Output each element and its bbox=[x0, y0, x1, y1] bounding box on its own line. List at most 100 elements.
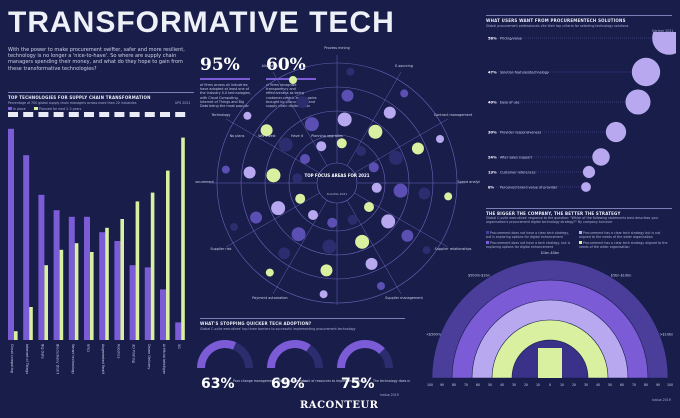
legend-in-place: In place bbox=[8, 107, 26, 111]
focus-areas-radial: Process mining E-sourcing Contract managem… bbox=[195, 46, 480, 305]
barrier-label: Poor change management within the busine… bbox=[233, 379, 307, 383]
legend-label: Planned for next 2-3 years bbox=[39, 107, 82, 111]
bar-rank-box bbox=[144, 112, 155, 117]
focus-bubble bbox=[400, 89, 409, 98]
bar-in-place bbox=[84, 216, 90, 340]
scale-tick: 80 bbox=[452, 383, 456, 387]
top-tech-title: TOP TECHNOLOGIES FOR SUPPLY CHAIN TRANSF… bbox=[8, 95, 151, 100]
radial-spoke bbox=[336, 182, 448, 248]
bar-planned bbox=[135, 201, 140, 340]
focus-bubble bbox=[368, 162, 379, 173]
scale-tick: 0 bbox=[549, 383, 551, 387]
focus-bubble bbox=[320, 264, 333, 277]
scale-tick: 10 bbox=[536, 383, 540, 387]
bigger-source: Ivalua 2019 bbox=[652, 398, 671, 402]
focus-bubble bbox=[365, 257, 378, 270]
bar-rank-box bbox=[175, 112, 186, 117]
radial-spoke bbox=[272, 182, 338, 294]
focus-bubble bbox=[388, 150, 403, 165]
bar-in-place bbox=[129, 265, 136, 340]
criteria-label: Perceived brand value of provider bbox=[500, 186, 558, 190]
scale-tick: 70 bbox=[464, 383, 468, 387]
focus-bubble bbox=[346, 67, 355, 76]
barrier-value: 69% bbox=[271, 376, 305, 392]
scale-tick: 50 bbox=[608, 383, 612, 387]
donut-fill bbox=[337, 340, 385, 369]
bar-planned bbox=[166, 170, 170, 340]
stat-value: 95% bbox=[200, 55, 240, 75]
scale-tick: 90 bbox=[440, 383, 444, 387]
top-tech-chart: Cloud computing Internet of Things Big Dat… bbox=[8, 112, 186, 374]
category-label: Blockchain/ Distributed Ledger bbox=[56, 344, 60, 374]
focus-bubble bbox=[221, 165, 230, 174]
criteria-label: Customer references bbox=[500, 171, 536, 175]
radial-level-label: Will invest bbox=[258, 134, 276, 138]
criteria-label: Pricing/value bbox=[500, 37, 522, 41]
legend-label: In place bbox=[13, 107, 26, 111]
scale-tick: 60 bbox=[476, 383, 480, 387]
focus-bubble bbox=[411, 142, 424, 155]
stopping-source: Ivalua 2019 bbox=[380, 393, 399, 397]
bar-rank-box bbox=[23, 112, 34, 117]
legend-label: Procurement does not have a tech strateg… bbox=[486, 241, 571, 249]
criteria-value: 30% bbox=[488, 131, 497, 135]
legend-label: Procurement has a clear tech strategy al… bbox=[579, 241, 668, 249]
category-label: RFID bbox=[86, 344, 90, 352]
focus-bubble bbox=[304, 117, 319, 132]
focus-bubble bbox=[250, 211, 263, 224]
arc-label: $500m-$1bn bbox=[468, 273, 490, 277]
focus-bubble bbox=[371, 182, 382, 193]
barrier-value: 75% bbox=[341, 376, 375, 392]
focus-bubble bbox=[260, 124, 273, 137]
category-label: 5G bbox=[177, 344, 181, 349]
users-subtitle: Global procurement professionals cite th… bbox=[486, 24, 629, 28]
spoke-label: Contract management bbox=[434, 113, 473, 117]
criteria-value: 47% bbox=[488, 71, 497, 75]
bar-rank-box bbox=[114, 112, 125, 117]
stat-text: of firms across all industries have adop… bbox=[200, 83, 251, 109]
legend-label: Procurement does not have a clear tech s… bbox=[486, 231, 570, 239]
bar-rank-box bbox=[84, 112, 94, 117]
bar-in-place bbox=[144, 267, 151, 340]
focus-bubble bbox=[265, 268, 274, 277]
bar-planned bbox=[150, 192, 155, 340]
user-criteria-bubble bbox=[625, 89, 651, 115]
scale-tick: 100 bbox=[427, 383, 433, 387]
criteria-label: Solution features/technology bbox=[500, 71, 549, 75]
bar-planned bbox=[44, 265, 48, 340]
bar-planned bbox=[14, 331, 18, 340]
spoke-label: Payment automation bbox=[252, 296, 287, 300]
bar-in-place bbox=[53, 210, 60, 340]
radial-level-label: Have it bbox=[291, 134, 304, 138]
focus-bubble bbox=[278, 247, 291, 260]
category-label: Robotics bbox=[116, 344, 120, 359]
users-title: WHAT USERS WANT FROM PROCUREMENTECH SOLU… bbox=[486, 18, 626, 23]
radial-level-label: No plans bbox=[230, 134, 245, 138]
top-tech-source: UPS 2021 bbox=[175, 101, 191, 105]
radial-spoke bbox=[272, 72, 338, 184]
scale-tick: 70 bbox=[632, 383, 636, 387]
users-chart: 58% Pricing/value 47% Solution features/tec… bbox=[488, 32, 676, 192]
focus-bubble bbox=[383, 106, 396, 119]
arc-label: <$500m bbox=[426, 333, 441, 337]
spoke-label: E-sourcing bbox=[395, 64, 413, 68]
scale-tick: 30 bbox=[512, 383, 516, 387]
focus-bubble bbox=[300, 153, 311, 164]
brand-logo: RACONTEUR bbox=[300, 400, 379, 411]
bar-rank-box bbox=[99, 112, 110, 117]
radial-title: TOP FOCUS AREAS FOR 2021 bbox=[304, 173, 369, 178]
focus-bubble bbox=[381, 214, 396, 229]
focus-bubble bbox=[363, 202, 374, 213]
bar-in-place bbox=[114, 241, 121, 340]
scale-tick: 20 bbox=[524, 383, 528, 387]
divider bbox=[200, 318, 405, 319]
bar-rank-box bbox=[68, 112, 79, 117]
focus-bubble bbox=[418, 187, 431, 200]
intro-text: With the power to make procurement swift… bbox=[8, 47, 185, 72]
bar-rank-box bbox=[53, 112, 64, 117]
radial-level-label: Planning upgrades bbox=[311, 134, 343, 138]
bigger-subtitle: Global C-suite executives' response to t… bbox=[486, 216, 659, 224]
focus-bubble bbox=[444, 192, 453, 201]
spoke-label: Spend analytics bbox=[458, 180, 480, 184]
bar-in-place bbox=[99, 232, 106, 340]
